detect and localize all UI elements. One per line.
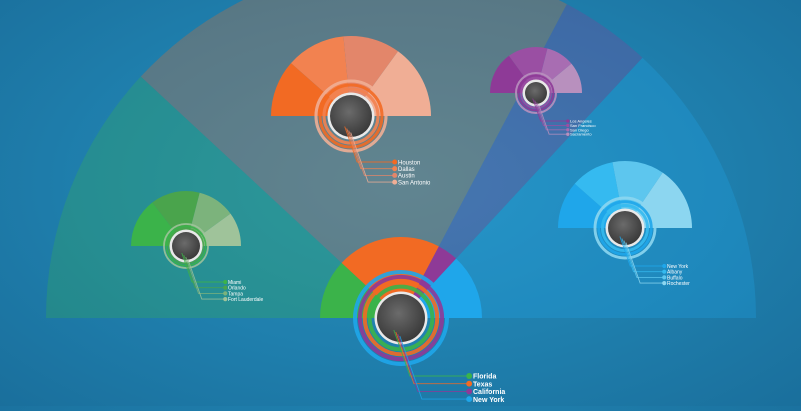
legend-label-austin: Austin bbox=[398, 174, 415, 180]
legend-label-california: California bbox=[473, 389, 505, 396]
ring bbox=[353, 270, 449, 366]
hub bbox=[330, 95, 372, 137]
slice-dallas[interactable] bbox=[290, 36, 351, 116]
legend-label-new-york: New York bbox=[667, 264, 689, 270]
leader-line bbox=[399, 335, 467, 400]
legend-label-miami: Miami bbox=[228, 280, 241, 286]
ring bbox=[597, 200, 653, 256]
sector-florida bbox=[46, 76, 401, 318]
leader-line bbox=[532, 98, 567, 122]
leader-line bbox=[185, 256, 224, 294]
legend-dot bbox=[392, 159, 398, 165]
legend-label-dallas: Dallas bbox=[398, 167, 415, 173]
leader-line bbox=[348, 130, 393, 176]
leader-line bbox=[393, 329, 467, 377]
leader-line bbox=[344, 126, 393, 163]
leader-line bbox=[623, 240, 663, 278]
legend-label-tampa: Tampa bbox=[228, 291, 243, 297]
legend-dot bbox=[566, 132, 570, 136]
ring bbox=[517, 74, 555, 112]
legend-label-sacramento: Sacramento bbox=[570, 132, 592, 137]
ring bbox=[314, 79, 388, 153]
legend-dot bbox=[466, 396, 473, 403]
legend-dot bbox=[466, 373, 473, 379]
legend-label-albany: Albany bbox=[667, 270, 683, 276]
legend-dot bbox=[392, 179, 398, 185]
legend-label-houston: Houston bbox=[398, 160, 420, 166]
legend-dot bbox=[466, 388, 473, 395]
legend-dot bbox=[223, 285, 228, 290]
legend-dot bbox=[392, 166, 398, 172]
legend-dot bbox=[662, 263, 667, 269]
leader-line bbox=[536, 102, 567, 131]
ring bbox=[318, 83, 384, 149]
leader-line bbox=[350, 132, 393, 183]
legend-dot bbox=[223, 291, 228, 296]
leader-line bbox=[183, 254, 224, 289]
legend-dot bbox=[223, 279, 228, 285]
sector-texas bbox=[140, 0, 567, 318]
legend-label-rochester: Rochester bbox=[667, 281, 690, 287]
ring bbox=[515, 72, 557, 114]
legend-label-san-antonio: San Antonio bbox=[398, 180, 431, 186]
legend-label-san-francisco: San Francisco bbox=[570, 123, 596, 128]
leader-line bbox=[538, 104, 567, 135]
leader-line bbox=[534, 100, 567, 126]
leader-line bbox=[395, 331, 467, 385]
background-sectors bbox=[46, 0, 756, 319]
ring bbox=[322, 87, 380, 145]
hub bbox=[377, 294, 425, 342]
leader-line bbox=[181, 252, 224, 283]
slice-sacramento[interactable] bbox=[536, 63, 582, 93]
legend-dot bbox=[662, 269, 667, 274]
legend-dot bbox=[223, 297, 228, 302]
leader-line bbox=[625, 242, 663, 284]
subchart-california bbox=[490, 47, 582, 114]
legend-dot bbox=[392, 172, 398, 178]
leader-line bbox=[187, 258, 224, 300]
legend-dot bbox=[466, 380, 473, 387]
ring bbox=[167, 227, 205, 265]
slice-albany[interactable] bbox=[574, 162, 625, 228]
legend-label-fort-lauderdale: Fort Lauderdale bbox=[228, 297, 264, 303]
hub bbox=[608, 211, 642, 245]
legend-label-buffalo: Buffalo bbox=[667, 275, 683, 281]
legend-label-orlando: Orlando bbox=[228, 286, 246, 292]
legend-dot bbox=[662, 275, 667, 280]
legend-label-new-york: New York bbox=[473, 397, 504, 404]
legend-dot bbox=[566, 119, 570, 123]
hub bbox=[172, 232, 200, 260]
legend-dot bbox=[566, 123, 570, 128]
legend-label-florida: Florida bbox=[473, 374, 496, 381]
main-pie bbox=[320, 237, 482, 366]
legend-label-los-angeles: Los Angeles bbox=[570, 119, 592, 124]
leader-line bbox=[397, 333, 467, 392]
subchart-new-york bbox=[558, 161, 692, 260]
ring bbox=[163, 223, 209, 269]
slice-houston[interactable] bbox=[271, 63, 351, 116]
legend-label-texas: Texas bbox=[473, 381, 492, 388]
leader-line bbox=[619, 236, 663, 267]
legend-dot bbox=[662, 281, 667, 286]
slice-new-york[interactable] bbox=[558, 183, 625, 228]
legend-label-san-diego: San Diego bbox=[570, 127, 589, 132]
leader-line bbox=[621, 238, 663, 273]
leader-line bbox=[346, 128, 393, 170]
hub bbox=[525, 82, 547, 104]
ring bbox=[357, 274, 445, 362]
subchart-texas bbox=[271, 36, 431, 153]
ring bbox=[362, 279, 440, 357]
legend-dot bbox=[566, 128, 570, 132]
ring bbox=[593, 196, 657, 260]
sector-california bbox=[401, 4, 643, 318]
